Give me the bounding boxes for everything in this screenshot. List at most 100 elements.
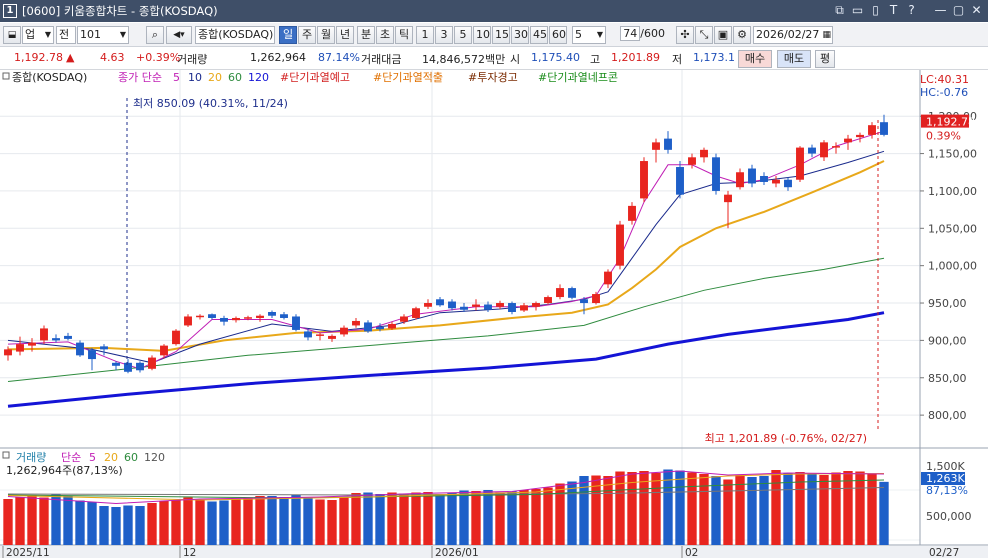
volume-tick-1500k: 1,500K <box>926 460 965 473</box>
crosshair-icon[interactable]: ✣ <box>676 26 694 44</box>
help-icon[interactable]: ? <box>908 3 915 17</box>
candle <box>544 295 552 305</box>
current-volume-label: 1,263K <box>926 472 965 485</box>
candle <box>364 320 372 333</box>
volume-ma20: 20 <box>104 451 118 464</box>
candle <box>760 172 768 185</box>
candle <box>784 177 792 191</box>
volume-bar <box>375 494 385 545</box>
search-icon[interactable]: ⌕ <box>146 26 164 44</box>
chart-toolbar: ⬓ 업 ▼ 전 101 ▼ ⌕ ◀▾ 종합(KOSDAQ) 일 주 월 년 분 초 … <box>0 23 988 47</box>
candle <box>496 300 504 310</box>
gear-icon[interactable]: ⚙ <box>733 26 751 44</box>
volume-bar <box>435 494 445 545</box>
candle <box>196 314 204 320</box>
average-button[interactable]: 평 <box>815 50 835 68</box>
interval-60[interactable]: 60 <box>549 26 567 44</box>
candle <box>748 164 756 188</box>
candle <box>532 301 540 311</box>
volume-bar <box>15 497 25 545</box>
save-icon[interactable]: ▣ <box>714 26 732 44</box>
chart-settings-icon[interactable]: ⬓ <box>3 26 21 44</box>
maximize-icon[interactable]: ▢ <box>952 3 965 17</box>
candle <box>328 334 336 342</box>
volume-bar <box>759 476 769 545</box>
volume-bar <box>171 500 181 545</box>
interval-30[interactable]: 30 <box>511 26 529 44</box>
tab-minute[interactable]: 분 <box>357 26 375 44</box>
tab-daily[interactable]: 일 <box>279 26 297 44</box>
ma5-line <box>7 130 885 370</box>
tab-yearly[interactable]: 년 <box>336 26 354 44</box>
volume-bar <box>483 490 493 545</box>
tab-second[interactable]: 초 <box>376 26 394 44</box>
sell-button[interactable]: 매도 <box>777 50 811 68</box>
candle <box>208 313 216 320</box>
split-icon[interactable]: ▯ <box>872 3 879 17</box>
candle <box>844 134 852 150</box>
tab-monthly[interactable]: 월 <box>317 26 335 44</box>
market-type-select[interactable]: 업 ▼ <box>22 26 54 44</box>
ma60-line <box>7 257 885 382</box>
link-window-icon[interactable]: ⧉ <box>835 3 844 17</box>
interval-10[interactable]: 10 <box>473 26 491 44</box>
candle <box>832 142 840 154</box>
speaker-icon[interactable]: ◀▾ <box>166 26 192 44</box>
volume-bar <box>27 495 37 545</box>
candle <box>688 153 696 169</box>
buy-button[interactable]: 매수 <box>738 50 772 68</box>
volume-bar <box>711 476 721 545</box>
price-tick-label: 1,050,00 <box>928 222 977 235</box>
close-icon[interactable]: ✕ <box>971 3 982 17</box>
prev-select[interactable]: 전 <box>56 26 76 44</box>
interval-3[interactable]: 3 <box>435 26 453 44</box>
candle <box>520 303 528 312</box>
price-tick-label: 800,00 <box>928 409 967 422</box>
legend-signal-investment-warning: #투자경고 <box>468 71 518 84</box>
candle <box>172 329 180 346</box>
candle <box>664 131 672 154</box>
interval-5[interactable]: 5 <box>454 26 472 44</box>
candle <box>724 190 732 229</box>
interval-15[interactable]: 15 <box>492 26 510 44</box>
candle <box>568 286 576 300</box>
tab-tick[interactable]: 틱 <box>395 26 413 44</box>
volume-bar <box>879 481 889 545</box>
volume-bar <box>87 502 97 545</box>
low-value: 1,173.1 <box>693 51 735 64</box>
interval-select[interactable]: 5 ▼ <box>572 26 606 44</box>
vma120-line <box>7 487 885 496</box>
price-chart[interactable]: 종합(KOSDAQ) 종가 단순 5 10 20 60 120 #단기과열예고 … <box>0 70 988 558</box>
volume-bar <box>771 470 781 545</box>
index-code-input[interactable]: 101 ▼ <box>77 26 129 44</box>
candle <box>460 303 468 312</box>
volume-bar <box>63 496 73 545</box>
volume-bar <box>351 493 361 545</box>
volume-bar <box>75 500 85 545</box>
date-label-12: 12 <box>183 547 196 558</box>
volume-bar <box>219 500 229 545</box>
volume-bar <box>531 489 541 545</box>
minimize-icon[interactable]: — <box>934 3 947 17</box>
volume-bar <box>183 497 193 545</box>
interval-1[interactable]: 1 <box>416 26 434 44</box>
up-arrow-icon: ▲ <box>66 51 75 64</box>
font-icon[interactable]: T <box>889 3 898 17</box>
layout-icon[interactable]: ▭ <box>851 3 864 17</box>
price-legend: 종합(KOSDAQ) 종가 단순 5 10 20 60 120 #단기과열예고 … <box>2 71 618 84</box>
date-axis: 2025/11 12 2026/01 02 02/27 <box>0 546 988 558</box>
tab-weekly[interactable]: 주 <box>298 26 316 44</box>
volume-bar <box>363 492 373 545</box>
candle <box>316 332 324 341</box>
candle <box>220 315 228 326</box>
volume-bar <box>675 470 685 545</box>
volume-bar <box>147 503 157 545</box>
volume-bar <box>783 473 793 545</box>
price-tick-label: 1,100,00 <box>928 185 977 198</box>
draw-icon[interactable]: ⤡ <box>695 26 713 44</box>
date-input[interactable]: 2026/02/27 ▦ <box>753 26 833 44</box>
interval-45[interactable]: 45 <box>530 26 548 44</box>
volume-bar <box>243 498 253 545</box>
volume-bar <box>315 499 325 545</box>
candle <box>112 361 120 371</box>
